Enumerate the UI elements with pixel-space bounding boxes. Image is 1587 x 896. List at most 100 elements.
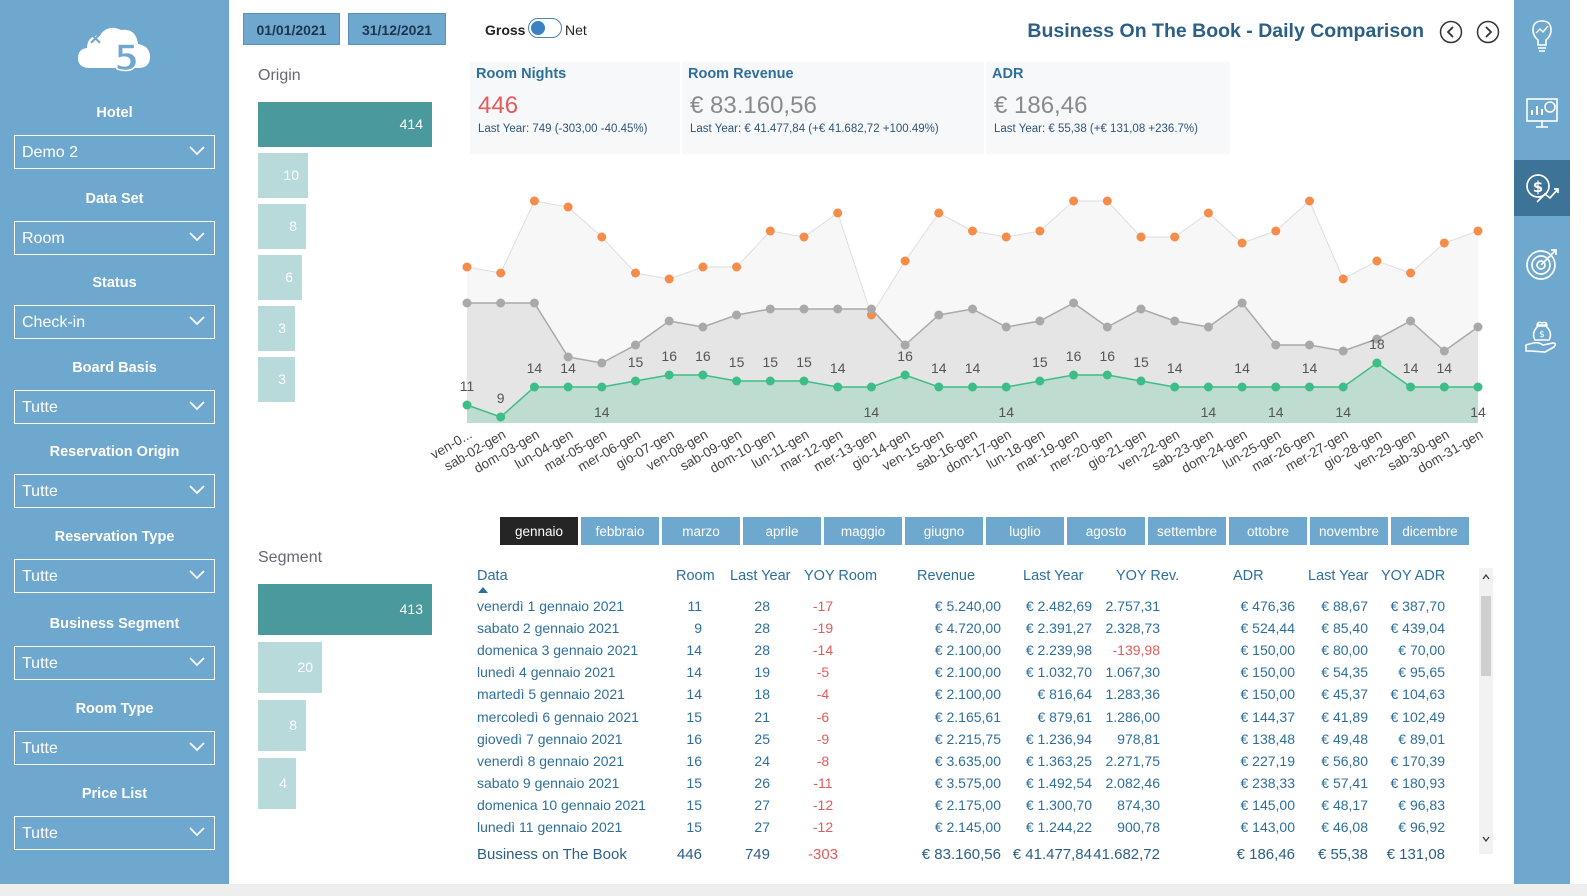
data-point[interactable] bbox=[462, 298, 472, 308]
data-point[interactable] bbox=[1203, 208, 1213, 218]
data-point[interactable] bbox=[1473, 226, 1483, 236]
filter-dropdown[interactable]: Tutte bbox=[14, 646, 215, 680]
data-point[interactable] bbox=[631, 340, 640, 350]
month-tab[interactable]: marzo bbox=[662, 517, 740, 545]
data-point[interactable] bbox=[1271, 226, 1281, 236]
data-point[interactable] bbox=[1170, 382, 1180, 392]
data-point[interactable] bbox=[765, 226, 775, 236]
data-point[interactable] bbox=[529, 196, 539, 206]
data-point[interactable] bbox=[1237, 382, 1247, 392]
data-point[interactable] bbox=[1439, 238, 1449, 248]
data-point[interactable] bbox=[934, 310, 944, 320]
data-point[interactable] bbox=[462, 400, 472, 410]
month-tab[interactable]: agosto bbox=[1067, 517, 1145, 545]
data-point[interactable] bbox=[1203, 322, 1213, 332]
data-point[interactable] bbox=[1102, 370, 1112, 380]
data-point[interactable] bbox=[1473, 322, 1483, 332]
origin-bar[interactable]: 3 bbox=[258, 357, 295, 402]
data-point[interactable] bbox=[1305, 196, 1314, 206]
data-point[interactable] bbox=[1001, 322, 1011, 332]
data-point[interactable] bbox=[799, 376, 809, 386]
data-point[interactable] bbox=[496, 412, 506, 422]
data-point[interactable] bbox=[1305, 382, 1314, 392]
filter-dropdown[interactable]: Tutte bbox=[14, 474, 215, 508]
data-point[interactable] bbox=[833, 304, 843, 314]
data-point[interactable] bbox=[529, 382, 539, 392]
data-point[interactable] bbox=[631, 376, 640, 386]
origin-bar[interactable]: 6 bbox=[258, 255, 302, 300]
data-point[interactable] bbox=[1305, 340, 1314, 350]
data-point[interactable] bbox=[900, 370, 910, 380]
rail-button[interactable]: $ bbox=[1514, 308, 1570, 364]
data-point[interactable] bbox=[1473, 382, 1483, 392]
table-row[interactable]: martedì 5 gennaio 2021 14 18 -4 € 2.100,00 € … bbox=[470, 686, 1470, 708]
data-point[interactable] bbox=[765, 304, 775, 314]
rail-button[interactable] bbox=[1514, 84, 1570, 140]
origin-bar[interactable]: 3 bbox=[258, 306, 295, 351]
data-point[interactable] bbox=[1136, 304, 1146, 314]
end-date-button[interactable]: 31/12/2021 bbox=[348, 13, 446, 45]
data-point[interactable] bbox=[1271, 382, 1281, 392]
data-point[interactable] bbox=[1237, 238, 1247, 248]
data-point[interactable] bbox=[732, 262, 742, 272]
data-point[interactable] bbox=[664, 370, 674, 380]
rail-button[interactable]: $ bbox=[1514, 160, 1570, 216]
month-tab[interactable]: giugno bbox=[905, 517, 983, 545]
scroll-down-icon[interactable] bbox=[1481, 834, 1491, 844]
data-point[interactable] bbox=[968, 304, 977, 314]
data-point[interactable] bbox=[900, 340, 910, 350]
column-header[interactable]: Data bbox=[477, 568, 508, 584]
data-point[interactable] bbox=[1237, 298, 1247, 308]
data-point[interactable] bbox=[934, 382, 944, 392]
month-tab[interactable]: novembre bbox=[1310, 517, 1388, 545]
data-point[interactable] bbox=[1001, 232, 1011, 242]
data-point[interactable] bbox=[1406, 316, 1416, 326]
data-point[interactable] bbox=[529, 298, 539, 308]
data-point[interactable] bbox=[799, 232, 809, 242]
data-point[interactable] bbox=[698, 322, 708, 332]
data-point[interactable] bbox=[1271, 340, 1281, 350]
column-header[interactable]: Last Year bbox=[730, 568, 791, 584]
data-point[interactable] bbox=[732, 310, 742, 320]
scrollbar-thumb[interactable] bbox=[1481, 596, 1491, 676]
column-header[interactable]: ADR bbox=[1233, 568, 1264, 584]
data-point[interactable] bbox=[1069, 298, 1079, 308]
month-tab[interactable]: aprile bbox=[743, 517, 821, 545]
column-header[interactable]: Last Year bbox=[1023, 568, 1084, 584]
data-point[interactable] bbox=[900, 256, 910, 266]
data-point[interactable] bbox=[1406, 382, 1416, 392]
data-point[interactable] bbox=[1102, 196, 1112, 206]
segment-bar[interactable]: 20 bbox=[258, 642, 322, 693]
data-point[interactable] bbox=[1170, 316, 1180, 326]
data-point[interactable] bbox=[698, 370, 708, 380]
data-point[interactable] bbox=[1001, 382, 1011, 392]
data-point[interactable] bbox=[866, 304, 876, 314]
filter-dropdown[interactable]: Demo 2 bbox=[14, 135, 215, 169]
data-point[interactable] bbox=[1069, 370, 1079, 380]
data-point[interactable] bbox=[1203, 382, 1213, 392]
segment-bar[interactable]: 4 bbox=[258, 758, 296, 809]
data-point[interactable] bbox=[1372, 358, 1382, 368]
data-point[interactable] bbox=[1406, 268, 1416, 278]
data-point[interactable] bbox=[1338, 346, 1348, 356]
data-point[interactable] bbox=[597, 382, 607, 392]
column-header[interactable]: Room bbox=[676, 568, 715, 584]
data-point[interactable] bbox=[631, 268, 640, 278]
data-point[interactable] bbox=[1338, 382, 1348, 392]
column-header[interactable]: YOY ADR bbox=[1381, 568, 1446, 584]
table-row[interactable]: mercoledì 6 gennaio 2021 15 21 -6 € 2.165,61… bbox=[470, 709, 1470, 731]
data-point[interactable] bbox=[1439, 382, 1449, 392]
month-tab[interactable]: gennaio bbox=[500, 517, 578, 545]
data-point[interactable] bbox=[833, 208, 843, 218]
column-header[interactable]: Last Year bbox=[1308, 568, 1369, 584]
data-point[interactable] bbox=[1439, 346, 1449, 356]
table-row[interactable]: giovedì 7 gennaio 2021 16 25 -9 € 2.215,75 € … bbox=[470, 731, 1470, 753]
data-point[interactable] bbox=[1035, 376, 1045, 386]
data-point[interactable] bbox=[968, 226, 977, 236]
rail-button[interactable] bbox=[1514, 7, 1570, 63]
data-point[interactable] bbox=[866, 382, 876, 392]
data-point[interactable] bbox=[1102, 322, 1112, 332]
table-row[interactable]: domenica 3 gennaio 2021 14 28 -14 € 2.100,00… bbox=[470, 642, 1470, 664]
filter-dropdown[interactable]: Tutte bbox=[14, 390, 215, 424]
filter-dropdown[interactable]: Tutte bbox=[14, 559, 215, 593]
